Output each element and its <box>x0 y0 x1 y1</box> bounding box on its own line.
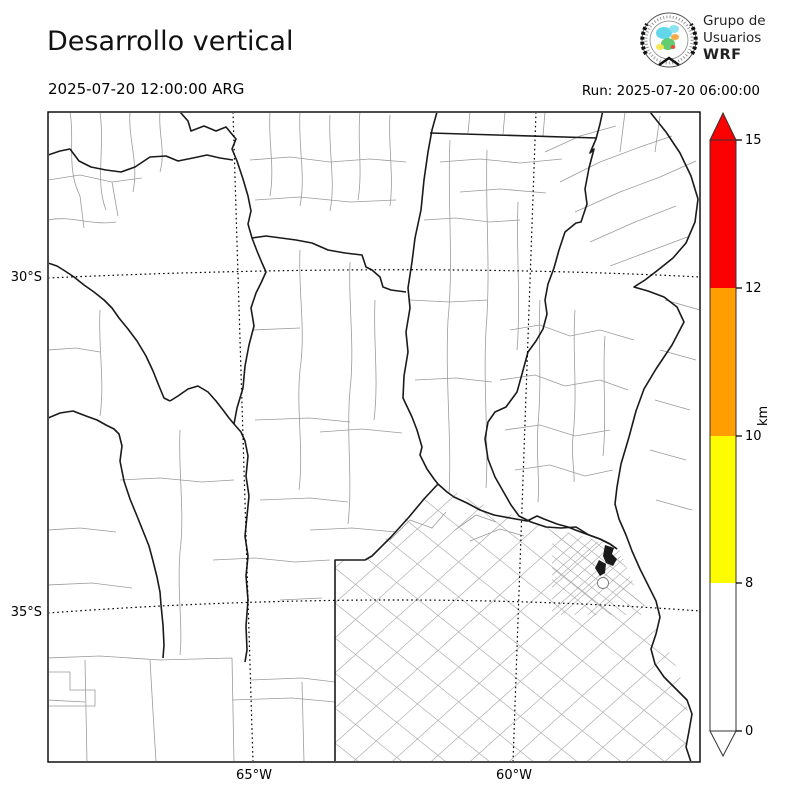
logo-line-2: Usuarios <box>703 30 762 46</box>
colorbar <box>709 111 742 758</box>
buenos-aires-department-grid <box>335 483 689 761</box>
department-borders <box>49 113 699 761</box>
wrf-logo-text: Grupo de Usuarios WRF <box>703 13 766 64</box>
valid-time-label: 2025-07-20 12:00:00 ARG <box>48 80 245 98</box>
colorbar-seg-yellow <box>710 436 736 583</box>
colorbar-top-arrow <box>709 111 737 141</box>
amba-fine-grid <box>552 528 646 615</box>
colorbar-tick-8: 8 <box>745 576 754 591</box>
colorbar-bottom-arrow <box>709 730 737 758</box>
map-frame <box>47 111 701 763</box>
city-delta-marks <box>595 545 617 589</box>
lon-tick-65w: 65°W <box>236 768 272 783</box>
colorbar-seg-red <box>710 140 736 288</box>
logo-line-1: Grupo de <box>703 13 766 29</box>
colorbar-tick-15: 15 <box>745 133 762 148</box>
page-title: Desarrollo vertical <box>47 26 294 57</box>
wrf-logo-seal <box>640 12 698 68</box>
colorbar-tick-12: 12 <box>745 281 762 296</box>
colorbar-unit-label: km <box>756 405 771 426</box>
run-time-label: Run: 2025-07-20 06:00:00 <box>581 83 760 99</box>
gridline-35s <box>49 599 699 614</box>
colorbar-tick-0: 0 <box>745 724 754 739</box>
colorbar-tick-10: 10 <box>745 429 762 444</box>
lon-tick-60w: 60°W <box>496 768 532 783</box>
colorbar-ticks <box>736 139 742 732</box>
gridline-60w <box>512 113 537 761</box>
graticule <box>49 113 699 761</box>
gridline-30s <box>49 269 699 279</box>
colorbar-seg-white <box>710 583 736 731</box>
colorbar-seg-orange <box>710 288 736 436</box>
province-borders <box>49 113 699 761</box>
lat-tick-30s: 30°S <box>10 270 42 285</box>
gridline-65w <box>232 113 254 761</box>
lat-tick-35s: 35°S <box>10 605 42 620</box>
logo-line-wrf: WRF <box>703 47 742 63</box>
